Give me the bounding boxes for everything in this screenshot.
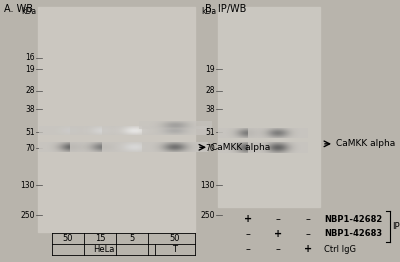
Text: –: – <box>246 229 250 239</box>
Text: A. WB: A. WB <box>4 4 33 14</box>
Text: kDa: kDa <box>21 7 36 16</box>
Bar <box>218 7 320 207</box>
Text: –: – <box>306 214 310 224</box>
Bar <box>38 7 195 232</box>
Text: 50: 50 <box>63 234 73 243</box>
Text: 19: 19 <box>205 65 215 74</box>
Text: 38: 38 <box>25 105 35 114</box>
Text: B. IP/WB: B. IP/WB <box>205 4 246 14</box>
Text: 5: 5 <box>129 234 135 243</box>
Text: NBP1-42683: NBP1-42683 <box>324 230 382 238</box>
Text: CaMKK alpha: CaMKK alpha <box>336 139 395 148</box>
Text: +: + <box>244 214 252 224</box>
Text: 38: 38 <box>205 105 215 114</box>
Text: 70: 70 <box>205 144 215 153</box>
Text: 250: 250 <box>200 211 215 220</box>
Text: –: – <box>276 244 280 254</box>
Text: 16: 16 <box>25 53 35 62</box>
Text: CaMKK alpha: CaMKK alpha <box>211 143 270 152</box>
Text: 28: 28 <box>206 86 215 95</box>
Text: 28: 28 <box>26 86 35 95</box>
Text: HeLa: HeLa <box>93 245 114 254</box>
Text: +: + <box>274 229 282 239</box>
Text: +: + <box>304 244 312 254</box>
Text: Ctrl IgG: Ctrl IgG <box>324 244 356 254</box>
Text: 51: 51 <box>25 128 35 137</box>
Text: 15: 15 <box>95 234 105 243</box>
Text: –: – <box>306 229 310 239</box>
Text: IP: IP <box>392 222 400 231</box>
Text: NBP1-42682: NBP1-42682 <box>324 215 382 223</box>
Text: –: – <box>246 244 250 254</box>
Text: 51: 51 <box>205 128 215 137</box>
Text: 130: 130 <box>20 181 35 190</box>
Text: T: T <box>172 245 178 254</box>
Text: –: – <box>276 214 280 224</box>
Text: 19: 19 <box>25 65 35 74</box>
Text: 70: 70 <box>25 144 35 153</box>
Text: kDa: kDa <box>201 7 216 16</box>
Text: 250: 250 <box>20 211 35 220</box>
Text: 130: 130 <box>200 181 215 190</box>
Text: 50: 50 <box>170 234 180 243</box>
